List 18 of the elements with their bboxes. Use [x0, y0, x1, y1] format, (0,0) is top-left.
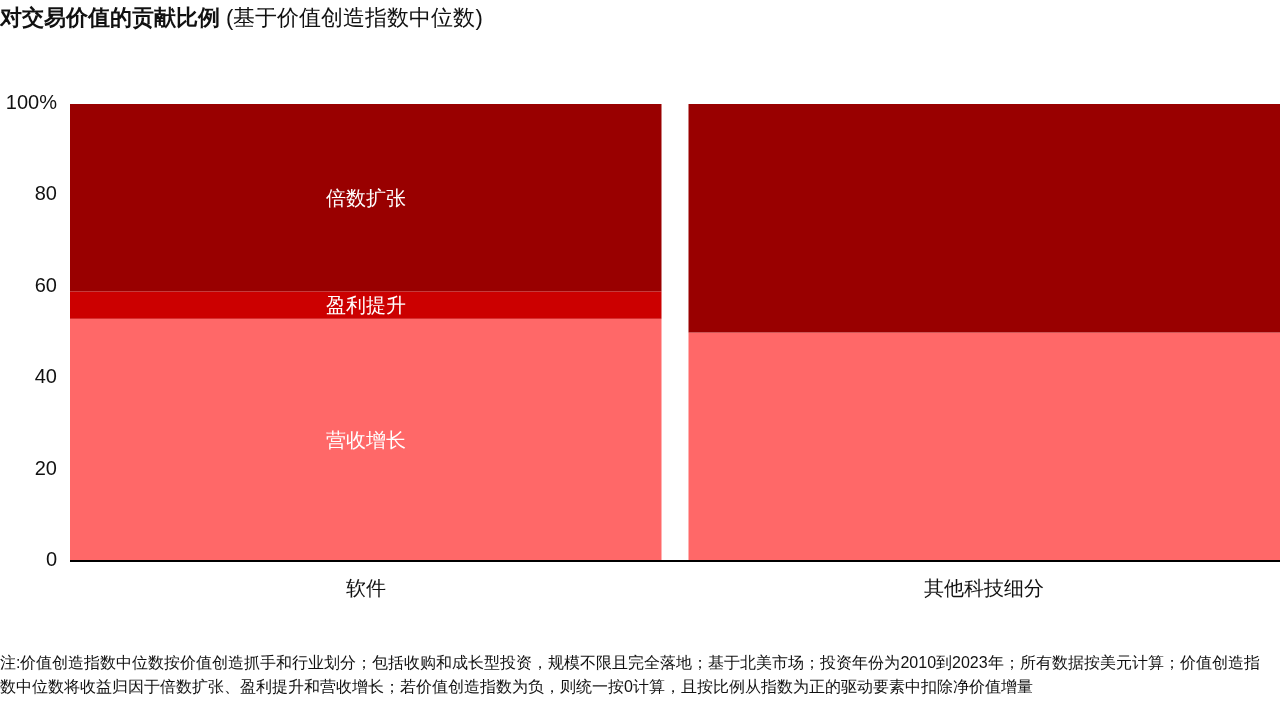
x-tick-label: 其他科技细分	[924, 577, 1045, 599]
series-label: 营收增长	[325, 428, 406, 451]
series-label: 盈利提升	[325, 294, 406, 317]
text: 注:价值创造指数中位数按价值创造抓手和行业划分；包括收购和成长型投资，规模不限且完全落地；基于北美市场；投资年份为2010到2023年；所有数据按美元计算；价值创造指数中位数将收益归因于倍数扩张、盈利提升和营收增长；若价值创造指数为负，则统一按0计算，且按比例从指数为正的驱动要素中扣除净价值增量	[0, 654, 1260, 695]
y-tick-label: 40	[34, 365, 57, 388]
y-tick-label: 100%	[5, 91, 58, 113]
y-tick-label: 80	[34, 182, 57, 205]
bar	[70, 318, 662, 561]
y-tick-label: 0	[45, 548, 57, 570]
bar	[70, 291, 662, 319]
bar	[688, 104, 1280, 333]
y-tick-label: 20	[34, 456, 57, 479]
bar	[688, 332, 1280, 561]
chart-title: 对交易价值的贡献比例 (基于价值创造指数中位数)	[0, 5, 483, 30]
y-tick-label: 60	[34, 273, 57, 296]
x-tick-label: 软件	[345, 577, 386, 599]
series-label: 倍数扩张	[325, 186, 406, 209]
bar	[70, 104, 662, 292]
